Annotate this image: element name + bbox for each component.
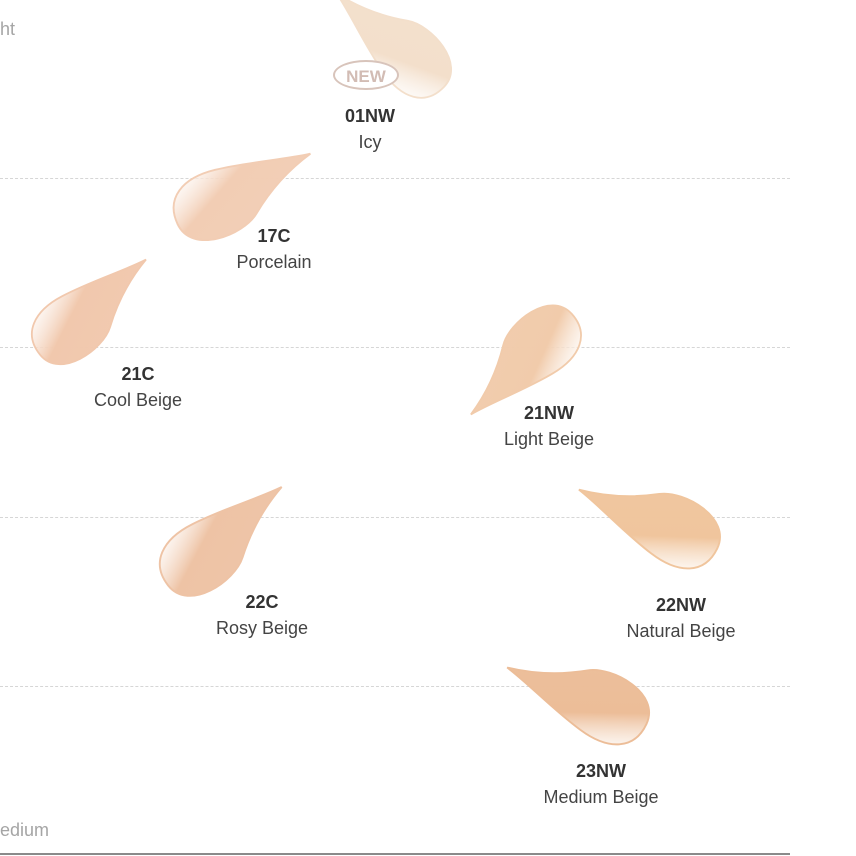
swatch-23nw (494, 631, 661, 757)
shade-name: Light Beige (503, 429, 595, 449)
divider (0, 517, 790, 518)
shade-code: 22NW (655, 595, 707, 615)
shade-01nw: 01NW Icy (345, 103, 395, 155)
shade-22nw: 22NW Natural Beige (626, 592, 735, 644)
axis-label-medium: edium (0, 820, 50, 840)
shade-name: Natural Beige (626, 621, 736, 641)
shade-21c: 21C Cool Beige (94, 361, 182, 413)
swatch-21c (18, 238, 171, 379)
shade-21nw: 21NW Light Beige (504, 400, 594, 452)
shade-name: Medium Beige (543, 787, 659, 807)
swatch-01nw (317, 0, 466, 112)
shade-code: 21NW (523, 403, 575, 423)
shade-code: 21C (121, 364, 155, 384)
shade-name: Rosy Beige (215, 618, 309, 638)
shade-name: Icy (358, 132, 382, 152)
divider (0, 347, 790, 348)
shade-code: 01NW (344, 106, 396, 126)
shade-17c: 17C Porcelain (236, 223, 311, 275)
shade-23nw: 23NW Medium Beige (543, 758, 658, 810)
axis-label-light: ht (0, 19, 16, 39)
shade-name: Porcelain (236, 252, 312, 272)
divider (0, 178, 790, 179)
shade-name: Cool Beige (93, 390, 183, 410)
shade-22c: 22C Rosy Beige (216, 589, 308, 641)
swatch-22nw (565, 453, 732, 582)
new-badge: NEW (333, 60, 399, 90)
baseline (0, 853, 790, 855)
shade-code: 17C (257, 226, 291, 246)
shade-code: 23NW (575, 761, 626, 781)
shade-code: 22C (245, 592, 279, 612)
divider (0, 686, 790, 687)
